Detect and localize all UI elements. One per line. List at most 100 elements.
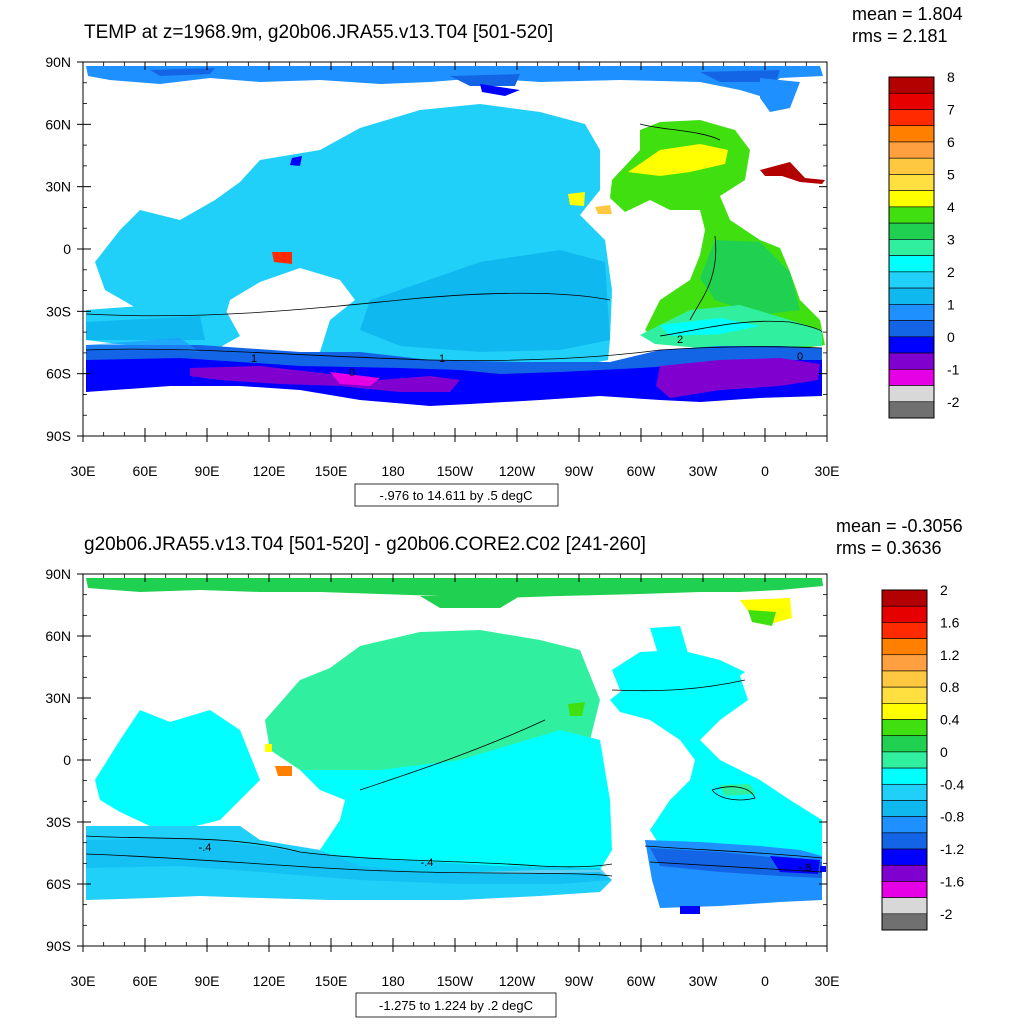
lon-tick-label: 60E	[133, 463, 158, 479]
lon-tick-label: 30E	[815, 973, 840, 989]
lon-tick-label: 180	[381, 973, 405, 989]
colorbar-swatch	[888, 222, 935, 240]
colorbar-label: 1.6	[940, 614, 960, 630]
lat-tick-label: 30N	[45, 690, 71, 706]
lon-tick-label: 120W	[499, 973, 536, 989]
panel-1-rms: rms = 2.181	[852, 26, 948, 46]
colorbar-label: -1	[947, 361, 960, 377]
lon-tick-label: 150W	[437, 973, 474, 989]
lon-tick-label: 120W	[499, 463, 536, 479]
colorbar-label: -2	[947, 394, 960, 410]
lon-tick-label: 150E	[315, 973, 348, 989]
colorbar-swatch	[881, 767, 928, 785]
lat-tick-label: 90N	[45, 54, 71, 70]
colorbar-swatch	[888, 385, 935, 403]
panel-2-info: -1.275 to 1.224 by .2 degC	[379, 998, 533, 1013]
colorbar-swatch	[888, 109, 935, 127]
colorbar-label: -1.2	[940, 841, 964, 857]
colorbar-label: 2	[940, 582, 948, 598]
colorbar-swatch	[888, 239, 935, 256]
lat-tick-label: 30N	[45, 179, 71, 195]
panel-1-info-box	[354, 483, 559, 507]
colorbar-swatch	[881, 816, 928, 834]
colorbar-swatch	[888, 174, 935, 191]
colorbar-label: 1	[947, 296, 955, 312]
lon-tick-label: 180	[381, 463, 405, 479]
lat-tick-label: 90N	[45, 566, 71, 582]
colorbar-swatch	[888, 304, 935, 321]
colorbar-label: 7	[947, 101, 955, 117]
lat-tick-label: 30S	[46, 814, 71, 830]
lon-tick-label: 30W	[689, 973, 719, 989]
lat-tick-label: 0	[63, 752, 71, 768]
colorbar-label: -0.8	[940, 809, 964, 825]
lon-tick-label: 60W	[627, 463, 657, 479]
colorbar-swatch	[888, 271, 935, 289]
colorbar-swatch	[881, 670, 928, 688]
colorbar-swatch	[881, 589, 928, 607]
colorbar-swatch	[881, 783, 928, 801]
colorbar-swatch	[888, 401, 935, 419]
colorbar-swatch	[881, 735, 928, 753]
lon-tick-label: 150E	[315, 463, 348, 479]
colorbar-swatch	[881, 638, 928, 656]
panel-1-mean: mean = 1.804	[852, 4, 963, 24]
colorbar-swatch	[881, 864, 928, 882]
lon-tick-label: 30E	[815, 463, 840, 479]
colorbar-swatch	[881, 848, 928, 866]
colorbar-label: 0.8	[940, 679, 960, 695]
lat-tick-label: 60N	[45, 628, 71, 644]
lon-tick-label: 120E	[253, 463, 286, 479]
colorbar-label: 0	[947, 329, 955, 345]
panel-1-title: TEMP at z=1968.9m, g20b06.JRA55.v13.T04 …	[84, 22, 553, 43]
colorbar-swatch	[888, 125, 935, 143]
colorbar-label: 0	[940, 744, 948, 760]
colorbar-swatch	[881, 654, 928, 672]
arctic-ocean-field	[86, 578, 823, 598]
arctic-ocean-field	[86, 66, 823, 96]
lat-tick-label: 60S	[46, 366, 71, 382]
lon-tick-label: 120E	[253, 973, 286, 989]
colorbar-label: 6	[947, 134, 955, 150]
colorbar-label: 8	[947, 69, 955, 85]
panel-2-rms: rms = 0.3636	[836, 538, 942, 558]
panel-1-map	[83, 62, 827, 436]
colorbar-label: -0.4	[940, 776, 964, 792]
lat-tick-label: 60N	[45, 116, 71, 132]
panel-2-contours	[85, 679, 823, 877]
contour-label: 0	[797, 351, 803, 363]
panel-2-map	[83, 574, 827, 946]
lon-tick-label: 150W	[437, 463, 474, 479]
lon-tick-label: 90W	[565, 463, 595, 479]
panel-1-info: -.976 to 14.611 by .5 degC	[380, 488, 533, 503]
colorbar-swatch	[888, 141, 935, 159]
contour-label: 1	[439, 353, 445, 365]
colorbar-swatch	[888, 368, 935, 386]
colorbar-swatch	[888, 206, 935, 224]
contour-label: -.4	[199, 842, 212, 854]
panel-1-colorbar: 8 7 6 5 4 3 2 1 0 -1 -2	[888, 69, 960, 419]
lon-tick-label: 30E	[71, 463, 96, 479]
panel-2-mean: mean = -0.3056	[836, 516, 963, 536]
colorbar-swatch	[881, 605, 928, 623]
lat-tick-label: 90S	[46, 938, 71, 954]
colorbar-swatch	[881, 897, 928, 915]
atlantic-field	[610, 660, 822, 860]
colorbar-label: -1.6	[940, 873, 964, 889]
colorbar-swatch	[881, 800, 928, 817]
contour-label: -.4	[421, 857, 434, 869]
colorbar-label: 5	[947, 166, 955, 182]
colorbar-swatch	[888, 76, 935, 94]
lon-tick-label: 60E	[133, 973, 158, 989]
colorbar-swatch	[888, 320, 935, 338]
lat-tick-label: 30S	[46, 303, 71, 319]
colorbar-swatch	[881, 913, 928, 931]
lon-tick-label: 90W	[565, 973, 595, 989]
panel-2-info-box	[355, 992, 557, 1018]
lon-tick-label: 0	[761, 973, 769, 989]
colorbar-label: 0.4	[940, 712, 960, 728]
colorbar-swatch	[881, 832, 928, 850]
colorbar-label: 1.2	[940, 647, 960, 663]
colorbar-swatch	[888, 190, 935, 208]
